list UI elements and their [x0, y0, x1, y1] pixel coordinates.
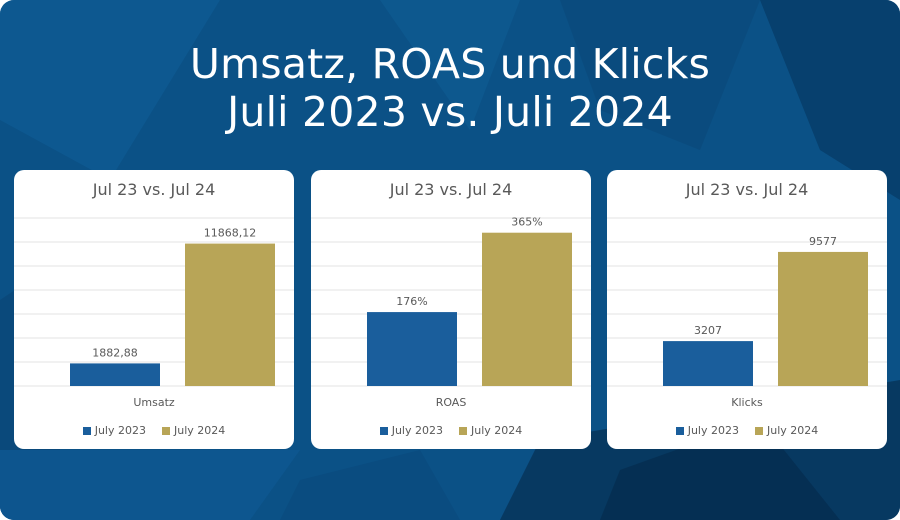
data-label: 3207 [694, 324, 722, 337]
bar-july-2024 [185, 243, 275, 386]
legend-swatch-icon [379, 426, 388, 435]
page-title-line-1: Umsatz, ROAS und Klicks [189, 40, 711, 88]
legend-label: July 2023 [391, 424, 443, 437]
legend-item-2024: July 2024 [162, 424, 225, 437]
legend-label: July 2024 [767, 424, 819, 437]
page-title-line-2: Juli 2023 vs. Juli 2024 [227, 88, 673, 136]
legend-swatch-icon [162, 426, 170, 435]
legend-label: July 2023 [94, 424, 146, 437]
chart-card-roas: 176% 365% Jul 23 vs. Jul 24 ROAS July 202… [311, 170, 591, 449]
category-label: Klicks [731, 396, 763, 409]
data-label: 176% [396, 295, 427, 308]
bar-july-2023 [70, 363, 160, 386]
chart-card-umsatz: 1882,88 11868,12 Jul 23 vs. Jul 24 Umsatz… [14, 170, 294, 449]
bar-july-2024 [482, 232, 572, 386]
bar-july-2023 [367, 312, 457, 386]
data-label: 1882,88 [92, 346, 138, 359]
legend-swatch-icon [755, 426, 763, 435]
chart-title: Jul 23 vs. Jul 24 [389, 180, 513, 199]
legend-label: July 2023 [687, 424, 739, 437]
legend-swatch-icon [459, 426, 467, 435]
legend-swatch-icon [82, 426, 91, 435]
legend: July 2023 July 2024 [607, 424, 887, 437]
legend: July 2023 July 2024 [14, 424, 294, 437]
bar-chart-roas: 176% 365% [311, 216, 591, 387]
chart-title: Jul 23 vs. Jul 24 [92, 180, 216, 199]
bar-july-2024 [778, 251, 868, 386]
bar-chart-umsatz: 1882,88 11868,12 [14, 217, 294, 387]
legend-label: July 2024 [471, 424, 523, 437]
legend-item-2023: July 2023 [675, 424, 739, 437]
legend: July 2023 July 2024 [311, 424, 591, 437]
chart-title: Jul 23 vs. Jul 24 [685, 180, 809, 199]
data-label: 11868,12 [204, 227, 257, 240]
data-label: 9577 [809, 235, 837, 248]
legend-item-2024: July 2024 [755, 424, 818, 437]
legend-item-2023: July 2023 [82, 424, 146, 437]
legend-item-2023: July 2023 [379, 424, 443, 437]
legend-swatch-icon [675, 426, 684, 435]
legend-label: July 2024 [174, 424, 226, 437]
bar-chart-klicks: 3207 9577 [607, 217, 887, 387]
data-label: 365% [511, 216, 542, 229]
category-label: ROAS [435, 396, 467, 409]
legend-item-2024: July 2024 [459, 424, 522, 437]
chart-card-klicks: 3207 9577 Jul 23 vs. Jul 24 Klicks July 2… [607, 170, 887, 449]
category-label: Umsatz [133, 396, 175, 409]
bar-july-2023 [663, 341, 753, 386]
